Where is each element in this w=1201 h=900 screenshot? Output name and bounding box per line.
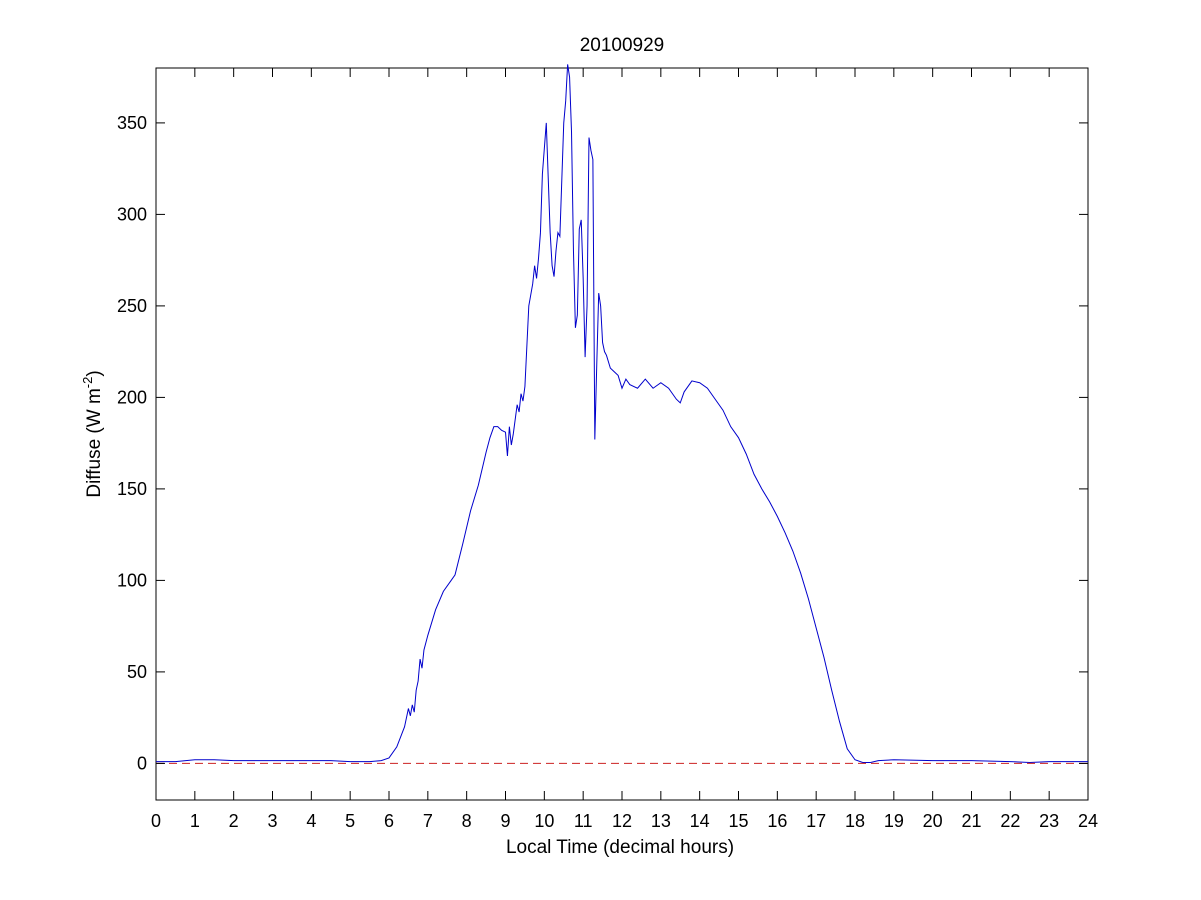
x-tick-label: 8 xyxy=(462,811,472,831)
y-tick-label: 300 xyxy=(117,204,147,224)
x-tick-label: 13 xyxy=(651,811,671,831)
x-tick-label: 21 xyxy=(961,811,981,831)
y-tick-label: 150 xyxy=(117,479,147,499)
x-tick-label: 19 xyxy=(884,811,904,831)
plot-area xyxy=(155,67,1089,801)
x-tick-label: 9 xyxy=(500,811,510,831)
y-tick-label: 0 xyxy=(137,753,147,773)
series-layer xyxy=(156,64,1088,764)
y-axis-title-main: Diffuse (W m xyxy=(84,388,105,497)
y-tick-label: 100 xyxy=(117,570,147,590)
x-tick-label: 1 xyxy=(190,811,200,831)
x-tick-label: 17 xyxy=(806,811,826,831)
y-axis-title-exponent: -2 xyxy=(80,377,95,389)
diffuse-series-line xyxy=(156,64,1088,763)
ticks-layer xyxy=(155,68,1089,800)
x-tick-label: 20 xyxy=(923,811,943,831)
y-tick-label: 250 xyxy=(117,296,147,316)
x-tick-label: 12 xyxy=(612,811,632,831)
tick-labels-layer: 0 1 2 3 4 5 6 7 8 9 10 11 12 13 14 15 16 17 18 19 20 21 22 23 24… xyxy=(117,113,1098,831)
x-tick-label: 0 xyxy=(151,811,161,831)
x-tick-label: 22 xyxy=(1000,811,1020,831)
x-tick-label: 10 xyxy=(534,811,554,831)
y-tick-label: 50 xyxy=(127,662,147,682)
x-tick-label: 18 xyxy=(845,811,865,831)
x-tick-label: 5 xyxy=(345,811,355,831)
chart-title: 20100929 xyxy=(580,35,665,56)
x-tick-label: 15 xyxy=(728,811,748,831)
x-tick-label: 23 xyxy=(1039,811,1059,831)
x-tick-label: 24 xyxy=(1078,811,1098,831)
x-tick-label: 4 xyxy=(306,811,316,831)
x-tick-label: 3 xyxy=(267,811,277,831)
x-axis-title: Local Time (decimal hours) xyxy=(506,837,734,858)
y-tick-label: 200 xyxy=(117,387,147,407)
y-tick-label: 350 xyxy=(117,113,147,133)
y-axis-title: Diffuse (W m-2) xyxy=(80,370,105,497)
x-tick-label: 16 xyxy=(767,811,787,831)
x-tick-label: 11 xyxy=(574,811,593,831)
y-axis-title-close: ) xyxy=(84,370,105,376)
x-tick-label: 14 xyxy=(690,811,710,831)
x-tick-label: 2 xyxy=(229,811,239,831)
x-tick-label: 7 xyxy=(423,811,433,831)
x-tick-label: 6 xyxy=(384,811,394,831)
